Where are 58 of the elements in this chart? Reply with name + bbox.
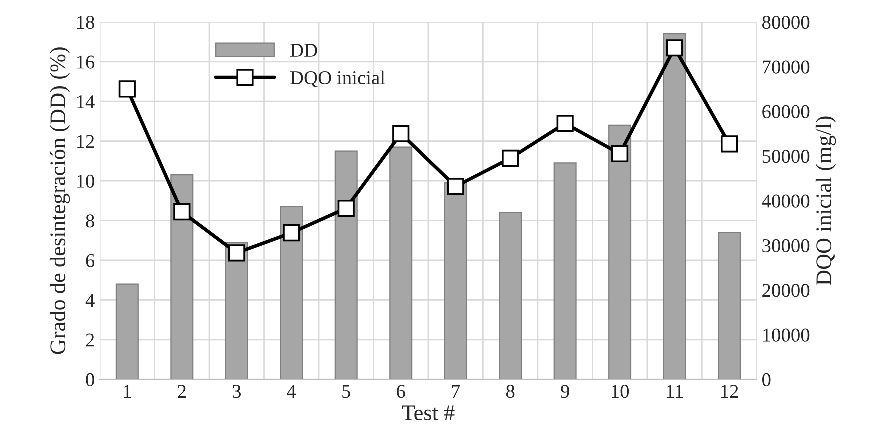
bar bbox=[170, 174, 194, 380]
bar bbox=[334, 150, 358, 380]
y-axis-title: Grado de desintegración (DD) (%) bbox=[50, 48, 70, 354]
x-axis-title: Test # bbox=[402, 406, 455, 421]
point bbox=[392, 125, 410, 142]
point bbox=[556, 115, 574, 132]
y-tick-label: 0 bbox=[86, 373, 94, 387]
x-tick-label: 5 bbox=[342, 385, 350, 398]
x-tick-label: 3 bbox=[232, 385, 241, 398]
x-tick-label: 10 bbox=[612, 385, 630, 398]
bar bbox=[390, 146, 413, 380]
y2-tick-label: 10000 bbox=[763, 328, 810, 342]
x-tick-label: 7 bbox=[452, 385, 460, 398]
y2-tick-label: 30000 bbox=[762, 239, 810, 253]
y-tick-label: 10 bbox=[77, 174, 94, 188]
point bbox=[666, 40, 684, 57]
y2-tick-label: 20000 bbox=[762, 284, 810, 298]
point bbox=[612, 145, 629, 163]
point bbox=[283, 224, 300, 242]
x-tick-label: 12 bbox=[722, 385, 738, 398]
bar bbox=[499, 212, 522, 380]
y2-axis-title: DQO inicial (mg/l) bbox=[816, 116, 836, 286]
bar bbox=[663, 34, 686, 380]
y-tick-label: 6 bbox=[86, 254, 95, 268]
bar bbox=[608, 124, 632, 380]
y-tick-label: 16 bbox=[77, 56, 95, 69]
x-tick-label: 8 bbox=[506, 385, 515, 398]
bar bbox=[116, 284, 139, 380]
y2-tick-label: 60000 bbox=[762, 105, 810, 118]
point bbox=[720, 136, 738, 153]
y-tick-label: 8 bbox=[86, 214, 94, 228]
y2-tick-label: 0 bbox=[762, 373, 771, 387]
legend-label: DQO inicial bbox=[290, 70, 386, 88]
y2-tick-label: 70000 bbox=[763, 60, 810, 74]
bar bbox=[718, 232, 742, 380]
y-tick-label: 4 bbox=[86, 294, 95, 307]
y-tick-label: 18 bbox=[77, 16, 94, 30]
y-tick-label: 12 bbox=[77, 135, 94, 148]
x-tick-label: 11 bbox=[667, 385, 683, 398]
x-tick-label: 6 bbox=[397, 385, 406, 398]
point bbox=[502, 150, 520, 168]
bar bbox=[444, 182, 468, 380]
bar bbox=[554, 162, 577, 380]
y-tick-label: 2 bbox=[86, 334, 94, 347]
point bbox=[447, 178, 464, 196]
x-tick-label: 1 bbox=[124, 385, 132, 398]
point bbox=[174, 204, 191, 221]
legend-label: DD bbox=[290, 44, 318, 57]
bar bbox=[280, 206, 304, 380]
y2-tick-label: 50000 bbox=[762, 150, 810, 164]
y-tick-label: 14 bbox=[77, 96, 95, 108]
y2-tick-label: 80000 bbox=[762, 16, 810, 30]
point bbox=[338, 200, 355, 218]
point bbox=[228, 244, 246, 262]
x-tick-label: 2 bbox=[178, 385, 186, 398]
y2-tick-label: 40000 bbox=[762, 194, 810, 208]
x-tick-label: 9 bbox=[561, 385, 570, 398]
x-tick-label: 4 bbox=[287, 385, 296, 398]
